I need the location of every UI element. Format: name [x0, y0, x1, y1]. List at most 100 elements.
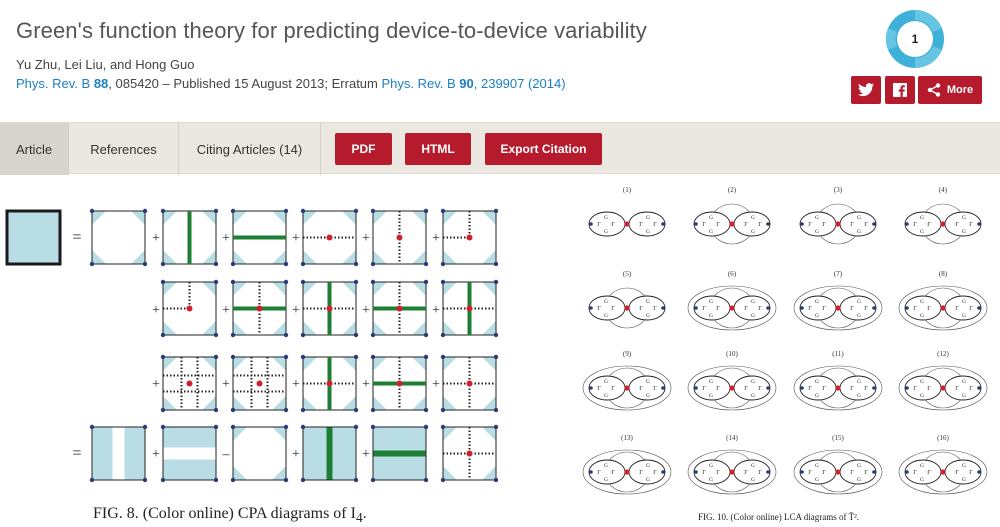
cpa-vertex — [230, 332, 236, 338]
tab-article[interactable]: Article — [0, 123, 69, 175]
cpa-corner-triangle — [342, 357, 356, 371]
cpa-corner-triangle — [163, 211, 177, 225]
lca-g-label: G — [962, 299, 966, 305]
lca-gamma-label: Γ — [702, 470, 706, 476]
cpa-corner-triangle — [412, 211, 426, 225]
lca-gamma-label: Γ — [969, 386, 973, 392]
lca-g-label: G — [709, 299, 713, 305]
lca-vertex — [800, 306, 804, 310]
lca-gamma-label: Γ — [597, 306, 601, 312]
journal-link[interactable]: Phys. Rev. B 88 — [16, 76, 109, 91]
cpa-vertex — [423, 332, 429, 338]
cpa-corner-triangle — [342, 321, 356, 335]
article-citation: Phys. Rev. B 88, 085420 – Published 15 A… — [16, 76, 566, 91]
lca-gamma-label: Γ — [653, 386, 657, 392]
cpa-green-line — [373, 450, 426, 457]
lca-g-label: G — [815, 393, 819, 399]
share-twitter-button[interactable] — [851, 76, 881, 104]
share-more-button[interactable]: More — [918, 76, 982, 104]
tab-citing-articles[interactable]: Citing Articles (14) — [179, 123, 321, 175]
altmetric-badge[interactable]: 1 — [884, 8, 946, 70]
cpa-gap — [163, 447, 216, 460]
lca-node — [624, 469, 630, 475]
html-button[interactable]: HTML — [405, 133, 471, 165]
cpa-corner-triangle — [482, 427, 496, 441]
cpa-vertex — [300, 279, 306, 285]
lca-gamma-label: Γ — [913, 386, 917, 392]
lca-diagram-label: (7) — [834, 270, 843, 278]
cpa-vertex — [160, 407, 166, 413]
cpa-vertex — [213, 407, 219, 413]
cpa-corner-triangle — [202, 321, 216, 335]
cpa-corner-triangle — [233, 250, 247, 264]
cpa-vertex — [440, 407, 446, 413]
cpa-vertex — [213, 424, 219, 430]
cpa-node — [466, 305, 473, 312]
cpa-lhs-box — [5, 209, 62, 266]
cpa-node — [326, 380, 333, 387]
cpa-corner-triangle — [443, 396, 457, 410]
lca-vertex — [694, 306, 698, 310]
plus-sign: + — [432, 231, 440, 246]
cpa-vertex — [230, 208, 236, 214]
lca-gamma-label: Γ — [850, 386, 854, 392]
cpa-corner-triangle — [131, 250, 145, 264]
lca-vertex — [800, 470, 804, 474]
cpa-corner-triangle — [443, 427, 457, 441]
lca-diagram-label: (1) — [623, 186, 632, 194]
lca-gamma-label: Γ — [822, 470, 826, 476]
lca-vertex — [977, 470, 981, 474]
lca-node — [835, 221, 841, 227]
share-facebook-button[interactable] — [885, 76, 915, 104]
cpa-node — [256, 305, 263, 312]
plus-sign: + — [432, 377, 440, 392]
lca-gamma-label: Γ — [927, 470, 931, 476]
cpa-corner-triangle — [202, 250, 216, 264]
erratum-link[interactable]: Phys. Rev. B 90, 239907 (2014) — [381, 76, 566, 91]
lca-node — [729, 305, 735, 311]
plus-sign: + — [152, 377, 160, 392]
cpa-corner-triangle — [163, 282, 177, 296]
lca-g-label: G — [646, 299, 650, 305]
cpa-corner-triangle — [303, 357, 317, 371]
lca-g-label: G — [920, 313, 924, 319]
cpa-corner-triangle — [163, 357, 177, 371]
cpa-vertex — [423, 424, 429, 430]
cpa-vertex — [300, 354, 306, 360]
lca-gamma-label: Γ — [702, 222, 706, 228]
cpa-node — [326, 305, 333, 312]
tab-references[interactable]: References — [69, 123, 179, 175]
lca-g-label: G — [751, 299, 755, 305]
cpa-corner-triangle — [202, 282, 216, 296]
facebook-icon — [893, 83, 907, 97]
export-citation-button[interactable]: Export Citation — [485, 133, 602, 165]
cpa-corner-triangle — [373, 211, 387, 225]
lca-vertex — [661, 386, 665, 390]
cpa-vertex — [440, 424, 446, 430]
lca-vertex — [661, 306, 665, 310]
lca-gamma-label: Γ — [913, 306, 917, 312]
lca-gamma-label: Γ — [969, 306, 973, 312]
lca-node — [940, 385, 946, 391]
lca-g-label: G — [751, 477, 755, 483]
pdf-button[interactable]: PDF — [335, 133, 392, 165]
cpa-vertex — [283, 332, 289, 338]
plus-sign: + — [362, 447, 370, 462]
lca-gamma-label: Γ — [969, 470, 973, 476]
lca-vertex — [872, 306, 876, 310]
lca-vertex — [766, 386, 770, 390]
cpa-corner-triangle — [412, 357, 426, 371]
plus-sign: + — [152, 303, 160, 318]
lca-vertex — [905, 306, 909, 310]
cpa-vertex — [213, 261, 219, 267]
lca-g-label: G — [962, 463, 966, 469]
cpa-corner-triangle — [342, 282, 356, 296]
lca-loop — [582, 365, 672, 411]
cpa-box-border — [372, 426, 427, 481]
cpa-vertex — [353, 424, 359, 430]
lca-vertex — [800, 222, 804, 226]
cpa-vertex — [370, 424, 376, 430]
cpa-vertex — [300, 332, 306, 338]
cpa-corner-triangle — [272, 357, 286, 371]
altmetric-score: 1 — [911, 32, 919, 46]
